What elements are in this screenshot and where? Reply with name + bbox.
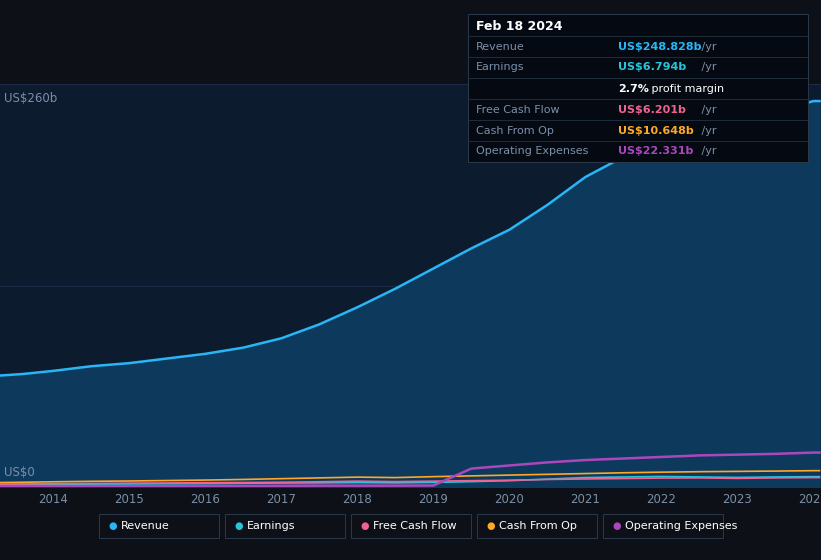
Text: Revenue: Revenue [476,41,525,52]
Text: /yr: /yr [698,105,717,114]
Text: US$22.331b: US$22.331b [618,147,694,156]
Text: /yr: /yr [698,63,717,72]
Text: Operating Expenses: Operating Expenses [625,521,737,531]
Text: ●: ● [235,521,243,531]
Text: Revenue: Revenue [121,521,169,531]
Text: US$248.828b: US$248.828b [618,41,701,52]
Text: Free Cash Flow: Free Cash Flow [373,521,456,531]
Text: US$6.201b: US$6.201b [618,105,686,114]
Text: Earnings: Earnings [246,521,295,531]
Text: Cash From Op: Cash From Op [476,125,554,136]
Text: /yr: /yr [698,125,717,136]
Text: Free Cash Flow: Free Cash Flow [476,105,560,114]
Text: US$10.648b: US$10.648b [618,125,694,136]
Text: Operating Expenses: Operating Expenses [476,147,589,156]
Text: US$0: US$0 [4,466,34,479]
Text: Cash From Op: Cash From Op [498,521,576,531]
Text: ●: ● [612,521,621,531]
Text: Earnings: Earnings [476,63,525,72]
Text: Feb 18 2024: Feb 18 2024 [476,20,562,33]
Text: ●: ● [360,521,369,531]
Text: US$260b: US$260b [4,92,57,105]
Text: /yr: /yr [698,147,717,156]
Text: 2.7%: 2.7% [618,83,649,94]
Text: profit margin: profit margin [648,83,724,94]
Text: US$6.794b: US$6.794b [618,63,686,72]
Text: ●: ● [487,521,495,531]
Text: /yr: /yr [698,41,717,52]
Text: ●: ● [108,521,117,531]
